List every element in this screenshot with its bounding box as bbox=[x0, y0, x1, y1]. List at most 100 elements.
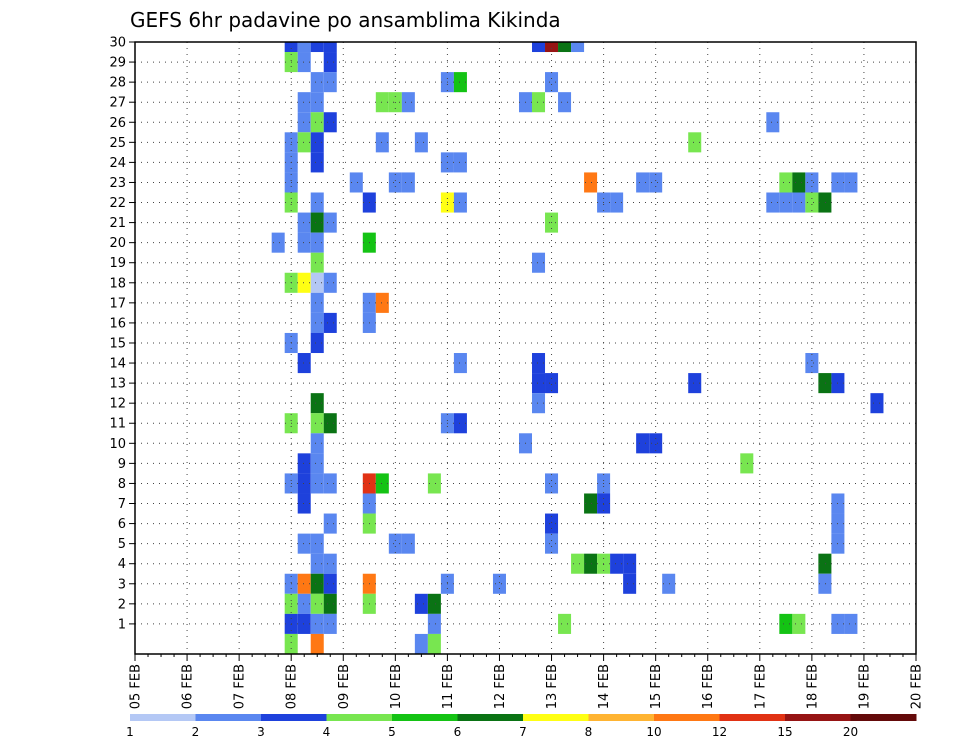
heatmap-cell bbox=[323, 413, 337, 434]
y-tick-label: 14 bbox=[109, 357, 126, 372]
colorbar-label: 6 bbox=[454, 725, 462, 739]
heatmap-cell bbox=[545, 533, 559, 554]
heatmap-cell bbox=[297, 573, 311, 594]
heatmap-cell bbox=[532, 252, 546, 273]
heatmap-cell bbox=[310, 613, 324, 634]
heatmap-cell bbox=[532, 373, 546, 394]
y-tick-label: 9 bbox=[118, 457, 126, 472]
y-tick-label: 8 bbox=[118, 477, 126, 492]
heatmap-cell bbox=[323, 513, 337, 534]
heatmap-cell bbox=[310, 42, 324, 53]
y-tick-label: 11 bbox=[109, 417, 126, 432]
x-tick-label: 15 FEB bbox=[649, 664, 664, 709]
heatmap-cell bbox=[401, 172, 415, 193]
colorbar-swatch bbox=[392, 714, 458, 721]
x-tick-label: 14 FEB bbox=[597, 664, 612, 709]
heatmap-cell bbox=[584, 553, 598, 574]
heatmap-cell bbox=[818, 553, 832, 574]
heatmap-cells bbox=[271, 42, 884, 654]
colorbar-swatch bbox=[457, 714, 524, 721]
y-tick-label: 18 bbox=[109, 276, 126, 291]
colorbar-label: 3 bbox=[257, 725, 265, 739]
grid-lines bbox=[135, 42, 916, 654]
heatmap-cell bbox=[844, 172, 858, 193]
colorbar-label: 1 bbox=[126, 725, 134, 739]
plot-frame bbox=[134, 41, 917, 655]
heatmap-cell bbox=[558, 613, 572, 634]
heatmap-cell bbox=[792, 613, 806, 634]
heatmap-cell bbox=[818, 573, 832, 594]
heatmap-cell bbox=[766, 112, 780, 133]
colorbar-swatch bbox=[588, 714, 655, 721]
x-tick-label: 06 FEB bbox=[181, 664, 196, 709]
y-tick-label: 24 bbox=[109, 156, 126, 171]
colorbar-swatch bbox=[523, 714, 589, 721]
heatmap-cell bbox=[662, 573, 676, 594]
heatmap-cell bbox=[310, 152, 324, 173]
y-tick-label: 10 bbox=[109, 437, 126, 452]
heatmap-cell bbox=[388, 533, 402, 554]
heatmap-cell bbox=[375, 132, 389, 153]
heatmap-cell bbox=[792, 172, 806, 193]
heatmap-cell bbox=[414, 593, 428, 614]
colorbar-label: 5 bbox=[388, 725, 396, 739]
heatmap-cell bbox=[375, 473, 389, 494]
heatmap-cell bbox=[792, 192, 806, 213]
y-axis: 1234567891011121314151617181920212223242… bbox=[109, 36, 135, 632]
y-tick-label: 28 bbox=[109, 76, 126, 91]
colorbar-swatch bbox=[785, 714, 851, 721]
heatmap-cell bbox=[297, 473, 311, 494]
heatmap-cell bbox=[636, 433, 650, 454]
heatmap-cell bbox=[323, 212, 337, 233]
heatmap-cell bbox=[623, 553, 637, 574]
heatmap-cell bbox=[649, 433, 663, 454]
heatmap-cell bbox=[532, 393, 546, 414]
heatmap-cell bbox=[688, 132, 702, 153]
heatmap-cell bbox=[323, 312, 337, 333]
y-tick-label: 29 bbox=[109, 56, 126, 71]
heatmap-cell bbox=[310, 413, 324, 434]
heatmap-cell bbox=[310, 92, 324, 113]
x-tick-label: 18 FEB bbox=[805, 664, 820, 709]
colorbar-label: 7 bbox=[519, 725, 527, 739]
heatmap-cell bbox=[453, 353, 467, 374]
x-tick-label: 20 FEB bbox=[910, 664, 925, 709]
y-tick-label: 16 bbox=[109, 316, 126, 331]
heatmap-cell bbox=[297, 533, 311, 554]
heatmap-cell bbox=[323, 613, 337, 634]
heatmap-cell bbox=[545, 513, 559, 534]
y-tick-label: 13 bbox=[109, 377, 126, 392]
y-tick-label: 21 bbox=[109, 216, 126, 231]
heatmap-cell bbox=[297, 132, 311, 153]
heatmap-cell bbox=[532, 92, 546, 113]
y-tick-label: 7 bbox=[118, 497, 126, 512]
heatmap-cell bbox=[688, 373, 702, 394]
heatmap-cell bbox=[323, 272, 337, 293]
y-tick-label: 25 bbox=[109, 136, 126, 151]
heatmap-cell bbox=[297, 92, 311, 113]
heatmap-cell bbox=[636, 172, 650, 193]
x-axis: 05 FEB 06 FEB 07 FEB 08 FEB 09 FEB 10 FEB 11 F… bbox=[129, 654, 925, 709]
y-tick-label: 22 bbox=[109, 196, 126, 211]
heatmap-cell bbox=[310, 72, 324, 93]
heatmap-cell bbox=[818, 373, 832, 394]
colorbar-swatch bbox=[850, 714, 917, 721]
colorbar-label: 4 bbox=[323, 725, 331, 739]
heatmap-cell bbox=[545, 42, 559, 53]
colorbar-label: 10 bbox=[646, 725, 661, 739]
heatmap-cell bbox=[414, 132, 428, 153]
heatmap-cell bbox=[584, 493, 598, 514]
y-tick-label: 1 bbox=[118, 617, 126, 632]
heatmap-cell bbox=[323, 553, 337, 574]
x-tick-label: 10 FEB bbox=[389, 664, 404, 709]
heatmap-cell bbox=[310, 292, 324, 313]
heatmap-cell bbox=[388, 172, 402, 193]
heatmap-cell bbox=[349, 172, 363, 193]
heatmap-cell bbox=[310, 593, 324, 614]
heatmap-cell bbox=[310, 332, 324, 354]
heatmap-cell bbox=[323, 72, 337, 93]
heatmap-cell bbox=[844, 613, 858, 634]
heatmap-cell bbox=[427, 473, 441, 494]
x-tick-label: 09 FEB bbox=[337, 664, 352, 709]
heatmap-cell bbox=[870, 393, 884, 414]
